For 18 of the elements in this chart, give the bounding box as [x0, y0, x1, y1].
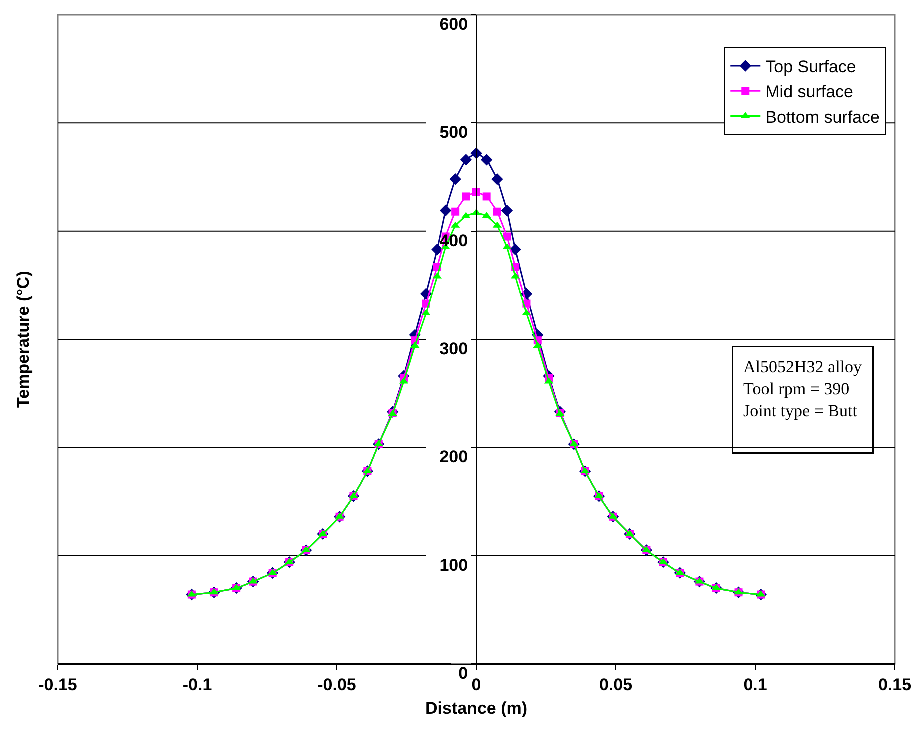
y-tick-label: 200: [440, 448, 468, 467]
y-tick-label: 100: [440, 556, 468, 575]
x-tick-label: 0.05: [599, 675, 633, 694]
x-tick-label: -0.1: [182, 675, 212, 694]
x-tick-label: 0.15: [878, 675, 912, 694]
x-tick-label: -0.05: [318, 675, 356, 694]
y-tick-label: 300: [440, 339, 468, 358]
y-axis-title: Temperature (°C): [14, 271, 33, 408]
x-axis-title: Distance (m): [425, 698, 528, 718]
x-tick-label: 0.1: [744, 675, 768, 694]
legend-label: Top Surface: [766, 58, 856, 77]
legend-label: Bottom surface: [766, 108, 880, 127]
x-tick-label: -0.15: [38, 675, 78, 694]
legend-label: Mid surface: [766, 82, 854, 102]
y-tick-label: 500: [440, 123, 468, 142]
y-tick-label: 600: [440, 14, 468, 34]
annotation: Al5052H32 alloy Tool rpm = 390 Joint type = Butt: [744, 358, 863, 421]
x-tick-label: 0: [472, 675, 482, 694]
